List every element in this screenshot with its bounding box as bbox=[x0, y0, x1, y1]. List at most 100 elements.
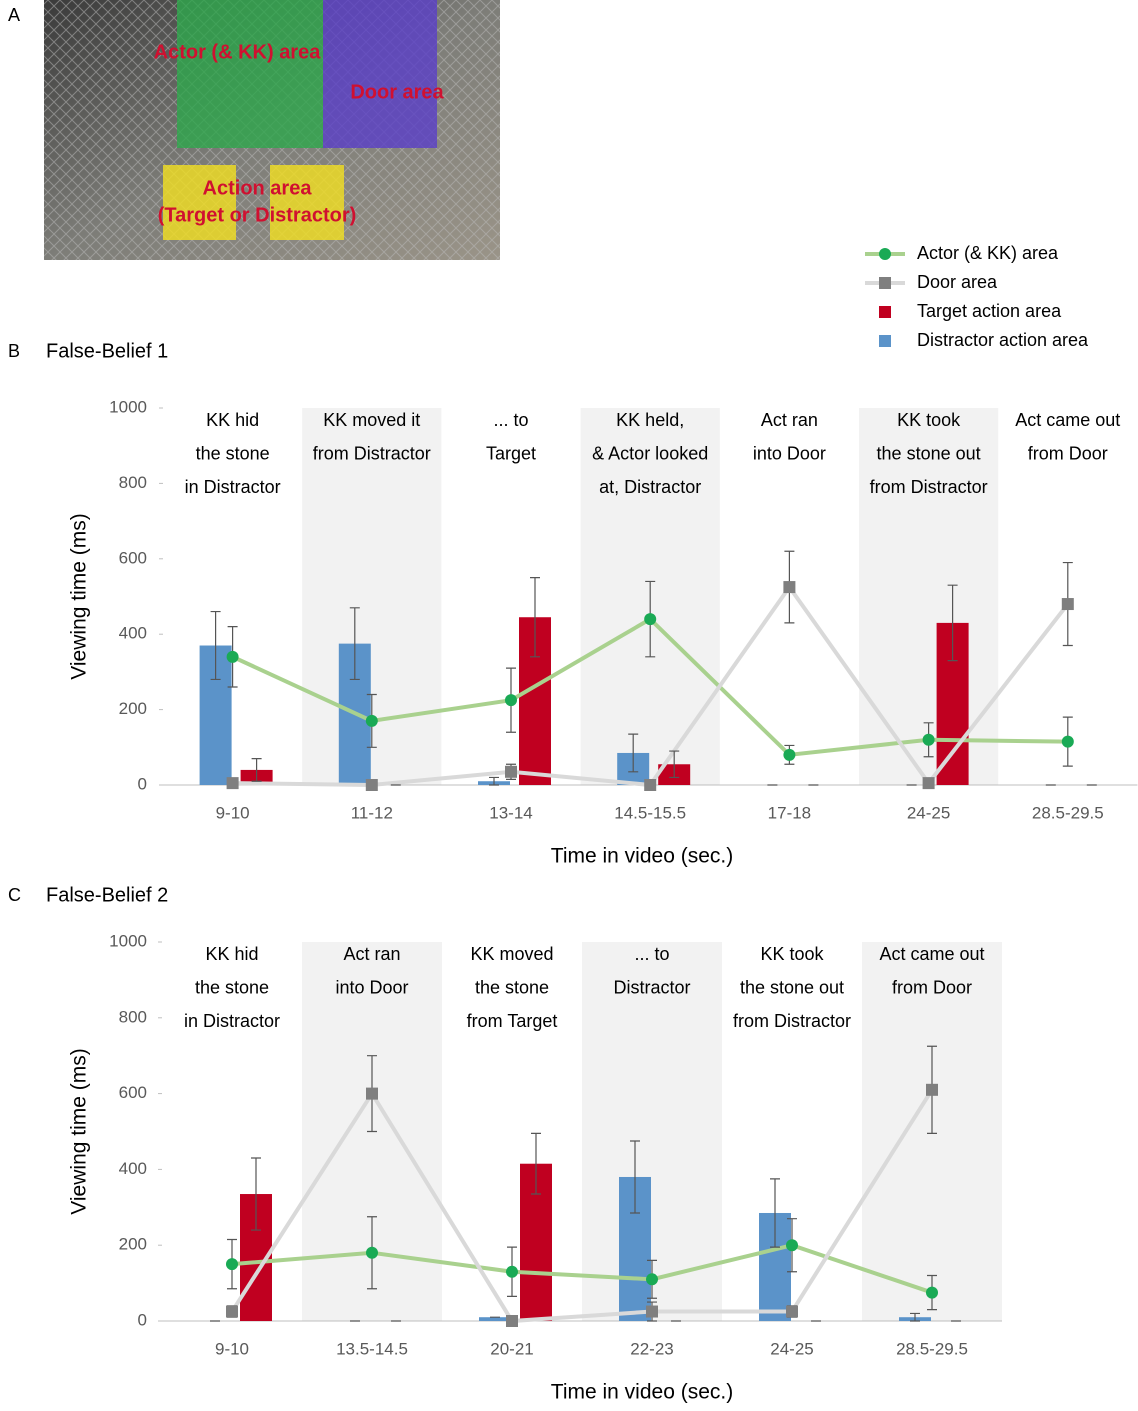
y-tick-label: 800 bbox=[119, 1007, 147, 1026]
annotation: KK hid bbox=[205, 944, 258, 964]
x-tick-label: 28.5-29.5 bbox=[1032, 803, 1104, 822]
photo-label: Action area bbox=[203, 177, 313, 199]
annotation: from Distractor bbox=[733, 1011, 851, 1031]
annotation: the stone bbox=[195, 977, 269, 997]
marker bbox=[786, 1306, 798, 1318]
marker bbox=[227, 651, 239, 663]
annotation: into Door bbox=[753, 443, 826, 463]
x-tick-label: 9-10 bbox=[215, 1339, 249, 1358]
annotation: from Target bbox=[467, 1011, 558, 1031]
y-tick-label: 200 bbox=[119, 1235, 147, 1254]
marker bbox=[646, 1306, 658, 1318]
annotation: Act came out bbox=[1015, 410, 1120, 430]
panel-label: A bbox=[8, 5, 20, 25]
legend-marker bbox=[879, 248, 891, 260]
marker bbox=[366, 1247, 378, 1259]
x-axis-title: Time in video (sec.) bbox=[551, 845, 733, 868]
x-tick-label: 22-23 bbox=[630, 1339, 673, 1358]
marker bbox=[923, 734, 935, 746]
y-axis-title: Viewing time (ms) bbox=[68, 513, 91, 679]
annotation: from Door bbox=[892, 977, 972, 997]
annotation: from Distractor bbox=[870, 477, 988, 497]
y-tick-label: 400 bbox=[119, 624, 147, 643]
panel-label: B bbox=[8, 341, 20, 361]
y-tick-label: 1000 bbox=[109, 931, 147, 950]
actor-area bbox=[177, 0, 323, 148]
marker bbox=[786, 1239, 798, 1251]
y-axis-title: Viewing time (ms) bbox=[68, 1048, 91, 1214]
marker bbox=[226, 1258, 238, 1270]
annotation: Act ran bbox=[761, 410, 818, 430]
annotation: the stone out bbox=[877, 443, 981, 463]
photo-label: Actor (& KK) area bbox=[154, 41, 322, 63]
page: A Actor (& KK) area Door area Action are… bbox=[0, 0, 1138, 1411]
marker bbox=[926, 1084, 938, 1096]
annotation: Act came out bbox=[879, 944, 984, 964]
annotation: from Door bbox=[1028, 443, 1108, 463]
annotation: into Door bbox=[335, 977, 408, 997]
legend-label: Door area bbox=[917, 272, 998, 292]
annotation: the stone bbox=[475, 977, 549, 997]
annotation: the stone bbox=[196, 443, 270, 463]
marker bbox=[505, 766, 517, 778]
x-tick-label: 13.5-14.5 bbox=[336, 1339, 408, 1358]
x-axis-title: Time in video (sec.) bbox=[551, 1381, 733, 1404]
x-tick-label: 14.5-15.5 bbox=[614, 803, 686, 822]
marker bbox=[1062, 736, 1074, 748]
marker bbox=[644, 779, 656, 791]
marker bbox=[227, 777, 239, 789]
action-area bbox=[270, 165, 344, 240]
marker bbox=[644, 613, 656, 625]
y-tick-label: 1000 bbox=[109, 397, 147, 416]
y-tick-label: 0 bbox=[138, 1310, 147, 1329]
marker bbox=[506, 1266, 518, 1278]
legend-marker bbox=[879, 277, 891, 289]
annotation: KK moved bbox=[470, 944, 553, 964]
chart-title: False-Belief 1 bbox=[46, 340, 168, 362]
x-tick-label: 17-18 bbox=[768, 803, 811, 822]
annotation: Distractor bbox=[613, 977, 690, 997]
legend-label: Distractor action area bbox=[917, 330, 1089, 350]
marker bbox=[783, 749, 795, 761]
marker bbox=[926, 1287, 938, 1299]
door-area bbox=[323, 0, 437, 148]
chart-title: False-Belief 2 bbox=[46, 884, 168, 906]
x-tick-label: 20-21 bbox=[490, 1339, 533, 1358]
annotation: ... to bbox=[493, 410, 528, 430]
marker bbox=[783, 581, 795, 593]
x-tick-label: 13-14 bbox=[489, 803, 532, 822]
annotation: in Distractor bbox=[184, 1011, 280, 1031]
photo: Actor (& KK) area Door area Action area … bbox=[44, 0, 500, 260]
annotation: & Actor looked bbox=[592, 443, 708, 463]
annotation: ... to bbox=[634, 944, 669, 964]
y-tick-label: 0 bbox=[138, 774, 147, 793]
y-tick-label: 600 bbox=[119, 548, 147, 567]
annotation: Target bbox=[486, 443, 536, 463]
marker bbox=[923, 777, 935, 789]
annotation: KK hid bbox=[206, 410, 259, 430]
figure: A Actor (& KK) area Door area Action are… bbox=[0, 0, 1138, 1411]
legend-label: Target action area bbox=[917, 301, 1062, 321]
y-tick-label: 400 bbox=[119, 1159, 147, 1178]
annotation: KK moved it bbox=[323, 410, 420, 430]
marker bbox=[366, 1088, 378, 1100]
marker bbox=[366, 715, 378, 727]
x-tick-label: 11-12 bbox=[351, 803, 393, 822]
annotation: Act ran bbox=[343, 944, 400, 964]
photo-label: Door area bbox=[350, 81, 444, 103]
x-tick-label: 24-25 bbox=[770, 1339, 813, 1358]
y-tick-label: 600 bbox=[119, 1083, 147, 1102]
legend-marker bbox=[879, 335, 891, 347]
y-tick-label: 800 bbox=[119, 473, 147, 492]
x-tick-label: 24-25 bbox=[907, 803, 950, 822]
annotation: KK held, bbox=[616, 410, 684, 430]
panel-label: C bbox=[8, 885, 21, 905]
x-tick-label: 9-10 bbox=[216, 803, 250, 822]
annotation: from Distractor bbox=[313, 443, 431, 463]
legend-marker bbox=[879, 306, 891, 318]
x-tick-label: 28.5-29.5 bbox=[896, 1339, 968, 1358]
annotation: the stone out bbox=[740, 977, 844, 997]
marker bbox=[366, 779, 378, 791]
legend-label: Actor (& KK) area bbox=[917, 243, 1059, 263]
action-area bbox=[163, 165, 236, 240]
